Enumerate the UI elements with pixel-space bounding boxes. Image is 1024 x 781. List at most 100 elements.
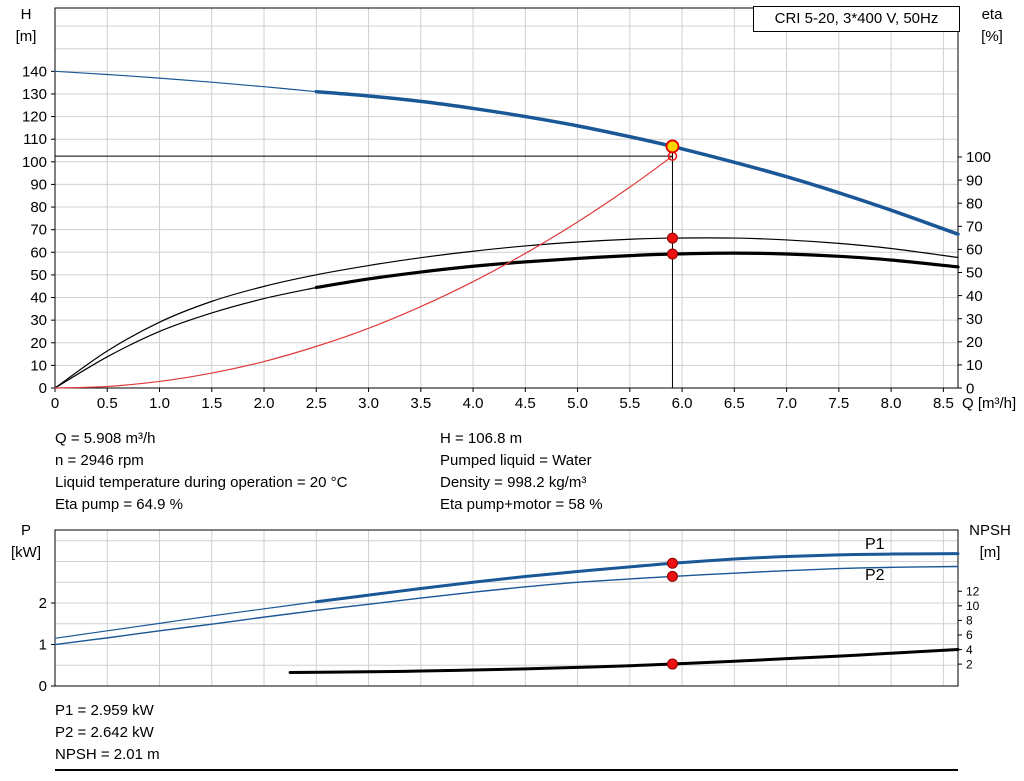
- left-tick-label: 110: [23, 131, 47, 148]
- info-line-npsh: NPSH = 2.01 m: [55, 746, 160, 763]
- system-curve: [54, 155, 674, 389]
- npsh-curve: [288, 648, 960, 675]
- right-tick-label: 100: [966, 149, 991, 166]
- p2-dot: [666, 570, 678, 582]
- p-axis-label-symbol: P: [20, 522, 31, 539]
- x-tick-label: 5.0: [567, 395, 588, 412]
- x-tick-label: 0: [51, 395, 59, 412]
- x-tick-label: 2.5: [306, 395, 327, 412]
- left-tick-label: 120: [22, 109, 47, 126]
- right-tick-label: 20: [966, 334, 983, 351]
- eta-axis-label-unit: [%]: [981, 28, 1003, 45]
- p1-label: P1: [865, 536, 885, 553]
- npsh-dot: [666, 658, 678, 670]
- right-tick-label: 6: [966, 628, 973, 642]
- left-tick-label: 1: [39, 637, 47, 654]
- plot-frame: [54, 529, 959, 687]
- info-line-p1: P1 = 2.959 kW: [55, 702, 154, 719]
- right-tick-label: 70: [966, 219, 983, 236]
- right-tick-label: 12: [966, 584, 980, 598]
- x-tick-label: 3.5: [410, 395, 431, 412]
- right-tick-label: 0: [966, 380, 974, 397]
- right-tick-label: 80: [966, 195, 983, 212]
- h-axis-label-unit: [m]: [15, 28, 37, 45]
- eta-pump-motor-lead: [54, 286, 317, 389]
- left-tick-label: 100: [22, 154, 47, 171]
- plot-frame: [54, 7, 959, 389]
- left-tick-label: 0: [39, 678, 47, 695]
- left-tick-label: 50: [30, 267, 47, 284]
- x-tick-label: 6.0: [672, 395, 693, 412]
- right-tick-label: 30: [966, 311, 983, 328]
- x-tick-label: 8.0: [881, 395, 902, 412]
- info-block-left: Q = 5.908 m³/h n = 2946 rpm Liquid tempe…: [55, 428, 347, 516]
- h-axis-label: H [m]: [6, 4, 46, 48]
- x-tick-label: 8.5: [933, 395, 954, 412]
- p1-dot: [666, 557, 678, 569]
- x-tick-label: 4.0: [463, 395, 484, 412]
- p-axis-label-unit: [kW]: [11, 544, 41, 561]
- info-block-bottom: P1 = 2.959 kW P2 = 2.642 kW NPSH = 2.01 …: [55, 700, 160, 766]
- x-axis-unit-label: Q [m³/h]: [962, 395, 1017, 412]
- right-tick-label: 10: [966, 357, 983, 374]
- npsh-axis-label-unit: [m]: [979, 544, 1001, 561]
- x-tick-label: 4.5: [515, 395, 536, 412]
- info-line-n: n = 2946 rpm: [55, 452, 144, 469]
- info-line-eta-pump-motor: Eta pump+motor = 58 %: [440, 496, 603, 513]
- x-tick-label: 6.5: [724, 395, 745, 412]
- x-tick-label: 1.5: [201, 395, 222, 412]
- p1-curve: [314, 552, 960, 604]
- p2-curve: [54, 565, 959, 646]
- info-line-p2: P2 = 2.642 kW: [55, 724, 154, 741]
- x-tick-label: 0.5: [97, 395, 118, 412]
- right-tick-label: 2: [966, 657, 973, 671]
- x-tick-label: 3.0: [358, 395, 379, 412]
- right-tick-label: 40: [966, 288, 983, 305]
- x-tick-label: 7.5: [828, 395, 849, 412]
- left-tick-label: 70: [30, 222, 47, 239]
- right-tick-label: 4: [966, 643, 973, 657]
- right-tick-label: 90: [966, 172, 983, 189]
- x-tick-label: 2.0: [254, 395, 275, 412]
- left-tick-label: 0: [39, 380, 47, 397]
- p-axis-label: P [kW]: [6, 520, 46, 564]
- left-tick-label: 2: [39, 595, 47, 612]
- left-tick-label: 30: [30, 312, 47, 329]
- left-tick-label: 20: [30, 335, 47, 352]
- eta-pump-curve: [54, 237, 959, 389]
- info-line-temp: Liquid temperature during operation = 20…: [55, 474, 348, 491]
- left-tick-label: 80: [30, 199, 47, 216]
- left-tick-label: 60: [30, 244, 47, 261]
- qh-curve-lead: [54, 70, 317, 93]
- left-tick-label: 40: [30, 290, 47, 307]
- eta-axis-label: eta [%]: [968, 4, 1016, 48]
- right-tick-label: 50: [966, 265, 983, 282]
- info-line-eta-pump: Eta pump = 64.9 %: [55, 496, 183, 513]
- info-block-right: H = 106.8 m Pumped liquid = Water Densit…: [440, 428, 603, 516]
- info-line-density: Density = 998.2 kg/m³: [440, 474, 587, 491]
- eta-axis-label-symbol: eta: [981, 6, 1003, 23]
- npsh-axis-label: NPSH [m]: [962, 520, 1018, 564]
- npsh-axis-label-symbol: NPSH: [969, 522, 1011, 539]
- right-tick-label: 60: [966, 242, 983, 259]
- eta-pump-dot: [666, 232, 678, 244]
- info-line-liquid: Pumped liquid = Water: [440, 452, 592, 469]
- duty-point-marker: [665, 139, 680, 154]
- left-tick-label: 140: [22, 63, 47, 80]
- left-tick-label: 130: [22, 86, 47, 103]
- eta-pump-motor-curve: [314, 251, 960, 290]
- right-tick-label: 10: [966, 599, 980, 613]
- p2-label: P2: [865, 567, 885, 584]
- x-tick-label: 7.0: [776, 395, 797, 412]
- x-tick-label: 1.0: [149, 395, 170, 412]
- info-line-q: Q = 5.908 m³/h: [55, 430, 156, 447]
- p1-curve-lead: [54, 601, 317, 639]
- eta-pump-motor-dot: [666, 248, 678, 260]
- next-chart-frame-edge: [55, 769, 958, 771]
- left-tick-label: 90: [30, 176, 47, 193]
- qh-curve: [314, 89, 960, 236]
- right-tick-label: 8: [966, 614, 973, 628]
- left-tick-label: 10: [30, 357, 47, 374]
- info-line-h: H = 106.8 m: [440, 430, 523, 447]
